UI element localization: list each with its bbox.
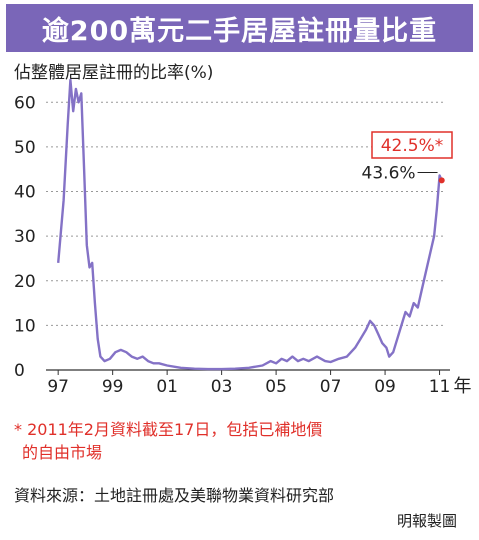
x-ticks (57, 370, 441, 375)
footnote: * 2011年2月資料截至17日，包括已補地價 的自由市場 (14, 418, 469, 464)
end-point-marker (438, 177, 445, 184)
annotation-box (371, 131, 453, 159)
y-tick-label: 60 (14, 93, 36, 113)
chart-title: 逾200萬元二手居屋註冊量比重 (6, 4, 473, 52)
x-tick-label: 97 (47, 377, 69, 397)
y-axis-label: 佔整體居屋註冊的比率(%) (14, 63, 214, 83)
y-tick-label: 10 (14, 316, 36, 336)
y-tick-labels: 0 10 20 30 40 50 60 (14, 93, 36, 381)
grid-lines (46, 101, 445, 326)
series-line (57, 78, 443, 371)
x-tick-label: 99 (102, 377, 124, 397)
annotation-42-5: 42.5%* (381, 136, 444, 156)
annotation-43-6: 43.6% (362, 163, 416, 183)
footnote-line-2: 的自由市場 (22, 443, 103, 462)
x-tick-label: 09 (374, 377, 396, 397)
annotations: 43.6% 42.5%* (362, 131, 453, 184)
credit-note: 明報製圖 (396, 512, 457, 530)
y-tick-label: 0 (14, 361, 25, 381)
x-tick-label: 11 (429, 377, 451, 397)
y-tick-label: 50 (14, 138, 36, 158)
x-tick-labels: 97 99 01 03 05 07 09 11 (47, 377, 450, 397)
line-chart: 0 10 20 30 40 50 60 97 99 01 03 05 07 09 11 年 43.6% 42… (14, 78, 472, 397)
source-note: 資料來源：土地註冊處及美聯物業資料研究部 (14, 486, 335, 505)
footnote-line-1: * 2011年2月資料截至17日，包括已補地價 (14, 420, 323, 439)
y-tick-label: 30 (14, 227, 36, 247)
y-tick-label: 40 (14, 183, 36, 203)
x-tick-label: 03 (211, 377, 233, 397)
x-tick-label: 07 (320, 377, 342, 397)
y-tick-label: 20 (14, 272, 36, 292)
x-tick-label: 01 (156, 377, 178, 397)
x-tick-label: 05 (265, 377, 287, 397)
x-axis-unit-label: 年 (454, 376, 472, 397)
